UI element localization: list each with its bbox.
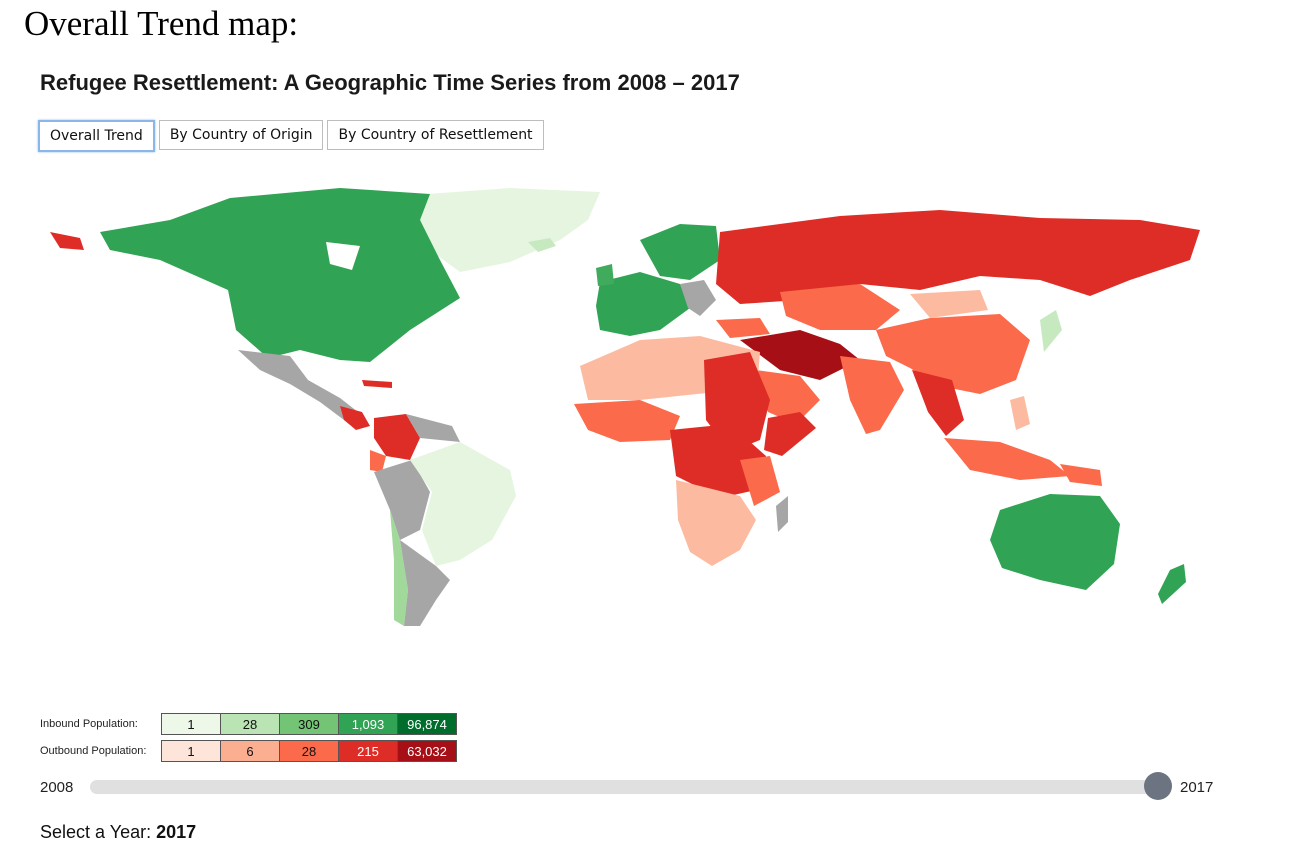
region-canada-usa[interactable]	[100, 188, 460, 362]
region-caribbean[interactable]	[362, 380, 392, 388]
region-philippines[interactable]	[1010, 396, 1030, 430]
view-tabs: Overall Trend By Country of Origin By Co…	[38, 120, 544, 152]
region-japan[interactable]	[1040, 310, 1062, 352]
year-readout: Select a Year: 2017	[40, 822, 196, 843]
region-russia[interactable]	[716, 210, 1200, 304]
slider-max-label: 2017	[1180, 779, 1214, 796]
year-slider-thumb[interactable]	[1144, 772, 1172, 800]
region-southern-africa[interactable]	[676, 480, 756, 566]
region-western-europe[interactable]	[596, 272, 690, 336]
year-readout-value: 2017	[156, 822, 197, 842]
region-greenland[interactable]	[400, 188, 600, 272]
slider-min-label: 2008	[40, 779, 74, 796]
region-hudson-bay[interactable]	[326, 242, 360, 270]
world-choropleth-map[interactable]	[40, 180, 1210, 640]
legend-outbound-row: Outbound Population: 1 6 28 215 63,032	[40, 739, 457, 763]
region-iceland[interactable]	[528, 238, 556, 252]
region-scandinavia[interactable]	[640, 224, 720, 280]
region-eastern-europe[interactable]	[680, 280, 716, 316]
page-title: Refugee Resettlement: A Geographic Time …	[40, 70, 740, 95]
year-slider-track[interactable]	[90, 780, 1170, 794]
region-india[interactable]	[840, 356, 904, 434]
region-chile[interactable]	[390, 510, 408, 626]
legend-outbound-cell: 6	[220, 740, 280, 762]
region-mexico[interactable]	[238, 350, 358, 420]
region-southeast-asia[interactable]	[912, 370, 964, 436]
region-turkey[interactable]	[716, 318, 770, 338]
legend-outbound-cell: 1	[161, 740, 221, 762]
legend-outbound-cell: 28	[279, 740, 339, 762]
region-central-america[interactable]	[340, 406, 370, 430]
legend-inbound-cell: 1,093	[338, 713, 398, 735]
region-horn-of-africa[interactable]	[764, 412, 816, 456]
legend-outbound-label: Outbound Population:	[40, 745, 147, 757]
region-mongolia[interactable]	[910, 290, 988, 318]
legend-outbound-cell: 215	[338, 740, 398, 762]
region-madagascar[interactable]	[776, 496, 788, 532]
region-arabia[interactable]	[756, 370, 820, 424]
region-china[interactable]	[876, 314, 1030, 394]
tab-overall-trend[interactable]: Overall Trend	[38, 120, 155, 152]
region-west-africa[interactable]	[574, 400, 680, 442]
legend: Inbound Population: 1 28 309 1,093 96,87…	[40, 712, 457, 766]
legend-inbound-cell: 28	[220, 713, 280, 735]
region-venezuela-guianas[interactable]	[406, 414, 460, 442]
region-peru-bolivia[interactable]	[374, 460, 430, 540]
region-australia[interactable]	[990, 494, 1120, 590]
region-central-africa[interactable]	[670, 424, 766, 498]
tab-by-country-of-resettlement[interactable]: By Country of Resettlement	[327, 120, 544, 150]
legend-inbound-label: Inbound Population:	[40, 718, 138, 730]
region-east-africa[interactable]	[740, 456, 780, 506]
region-ecuador[interactable]	[370, 450, 386, 472]
document-heading: Overall Trend map:	[24, 4, 299, 43]
region-alaska[interactable]	[50, 232, 84, 250]
legend-inbound-row: Inbound Population: 1 28 309 1,093 96,87…	[40, 712, 457, 736]
region-indonesia[interactable]	[944, 438, 1070, 480]
region-uk[interactable]	[596, 264, 614, 286]
region-argentina[interactable]	[400, 540, 450, 626]
region-brazil[interactable]	[410, 442, 516, 566]
region-png[interactable]	[1060, 464, 1102, 486]
legend-inbound-cell: 309	[279, 713, 339, 735]
legend-outbound-cell: 63,032	[397, 740, 457, 762]
region-middle-east[interactable]	[740, 330, 860, 380]
legend-inbound-cell: 96,874	[397, 713, 457, 735]
region-colombia[interactable]	[374, 414, 420, 460]
legend-inbound-cell: 1	[161, 713, 221, 735]
region-new-zealand[interactable]	[1158, 564, 1186, 604]
region-kazakhstan[interactable]	[780, 284, 900, 330]
year-readout-label: Select a Year:	[40, 822, 152, 842]
tab-by-country-of-origin[interactable]: By Country of Origin	[158, 120, 324, 150]
